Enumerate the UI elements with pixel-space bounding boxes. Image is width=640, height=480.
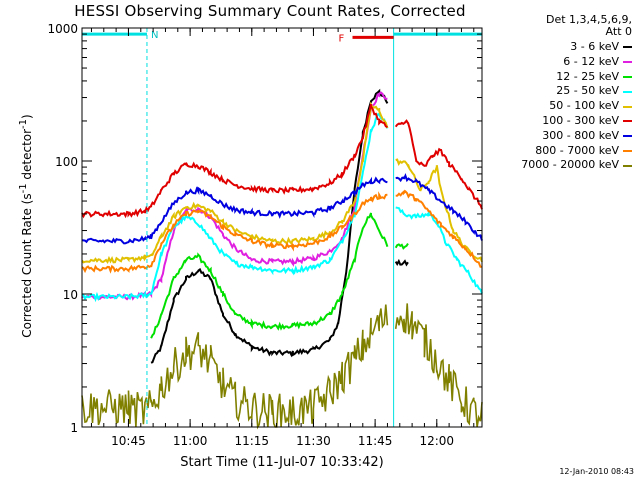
- legend-swatch: [623, 164, 632, 167]
- y-tick-label: 100: [55, 155, 78, 169]
- x-tick-label: 11:45: [358, 434, 393, 448]
- y-tick-label: 1: [70, 421, 78, 435]
- series-line: [81, 112, 483, 303]
- x-axis-label-prefix: Start Time (: [180, 455, 258, 470]
- legend-item: 50 - 100 keV: [521, 99, 632, 114]
- y-tick-label: 1000: [47, 22, 78, 36]
- legend-label: 800 - 7000 keV: [535, 143, 619, 157]
- legend-label: 6 - 12 keV: [563, 54, 619, 68]
- legend-label: 100 - 300 keV: [542, 113, 619, 127]
- legend-item: 3 - 6 keV: [521, 40, 632, 55]
- y-axis-label-main: Corrected Count Rate (s: [20, 193, 34, 338]
- x-axis-label-date: 11-Jul-07 10:33:42: [257, 455, 379, 470]
- legend-item: 12 - 25 keV: [521, 70, 632, 85]
- night-label: N: [151, 30, 158, 41]
- y-axis-label-exponent-2: -1: [18, 118, 29, 129]
- legend-item: 7000 - 20000 keV: [521, 158, 632, 173]
- legend-swatch: [623, 90, 632, 93]
- flare-label: F: [339, 33, 345, 44]
- series-line: [150, 212, 409, 339]
- chart-title: HESSI Observing Summary Count Rates, Cor…: [74, 2, 466, 20]
- series-line: [81, 103, 483, 219]
- series-line: [81, 173, 483, 245]
- series-line: [81, 189, 482, 274]
- legend-label: 7000 - 20000 keV: [521, 158, 619, 172]
- legend-swatch: [623, 149, 632, 152]
- x-tick-label: 11:30: [296, 434, 331, 448]
- legend-header-line-2: Att 0: [605, 25, 632, 38]
- series-line: [81, 101, 483, 265]
- legend-swatch: [623, 46, 632, 49]
- legend-header-line-1: Det 1,3,4,5,6,9,: [545, 13, 632, 26]
- y-axis-label: Corrected Count Rate (s-1 detector-1): [18, 114, 34, 337]
- x-axis-label: Start Time (11-Jul-07 10:33:42): [82, 455, 482, 470]
- series-line: [81, 303, 483, 430]
- legend-swatch: [623, 135, 632, 138]
- legend-item: 6 - 12 keV: [521, 55, 632, 70]
- legend-swatch: [623, 105, 632, 108]
- series-layer: [81, 88, 483, 430]
- y-tick-label: 10: [63, 288, 78, 302]
- legend-item: 300 - 800 keV: [521, 129, 632, 144]
- legend: 3 - 6 keV 6 - 12 keV 12 - 25 keV 25 - 50…: [521, 40, 632, 173]
- x-tick-label: 11:15: [234, 434, 269, 448]
- x-tick-label: 10:45: [111, 434, 146, 448]
- legend-label: 50 - 100 keV: [549, 99, 619, 113]
- series-line: [150, 88, 409, 364]
- y-axis-label-exponent-1: -1: [18, 183, 29, 194]
- y-axis-label-end: ): [20, 114, 34, 119]
- legend-item: 800 - 7000 keV: [521, 144, 632, 159]
- footer-timestamp: 12-Jan-2010 08:43: [559, 467, 634, 476]
- legend-label: 12 - 25 keV: [556, 69, 619, 83]
- legend-label: 3 - 6 keV: [570, 40, 619, 53]
- legend-item: 100 - 300 keV: [521, 114, 632, 129]
- series-line: [81, 91, 388, 301]
- x-tick-label: 11:00: [173, 434, 208, 448]
- axis-ticks: 10:45 11:00 11:15 11:30 11:45 12:00 1 10 100 1000: [47, 22, 482, 448]
- y-axis-label-mid: detector: [20, 128, 34, 184]
- legend-swatch: [623, 120, 632, 123]
- legend-item: 25 - 50 keV: [521, 84, 632, 99]
- legend-swatch: [623, 75, 632, 78]
- legend-label: 300 - 800 keV: [542, 128, 619, 142]
- legend-swatch: [623, 61, 632, 64]
- legend-label: 25 - 50 keV: [556, 84, 619, 98]
- plot-frame: [81, 27, 483, 428]
- legend-header: Det 1,3,4,5,6,9, Att 0: [546, 14, 632, 38]
- x-axis-label-suffix: ): [378, 455, 384, 470]
- x-tick-label: 12:00: [419, 434, 454, 448]
